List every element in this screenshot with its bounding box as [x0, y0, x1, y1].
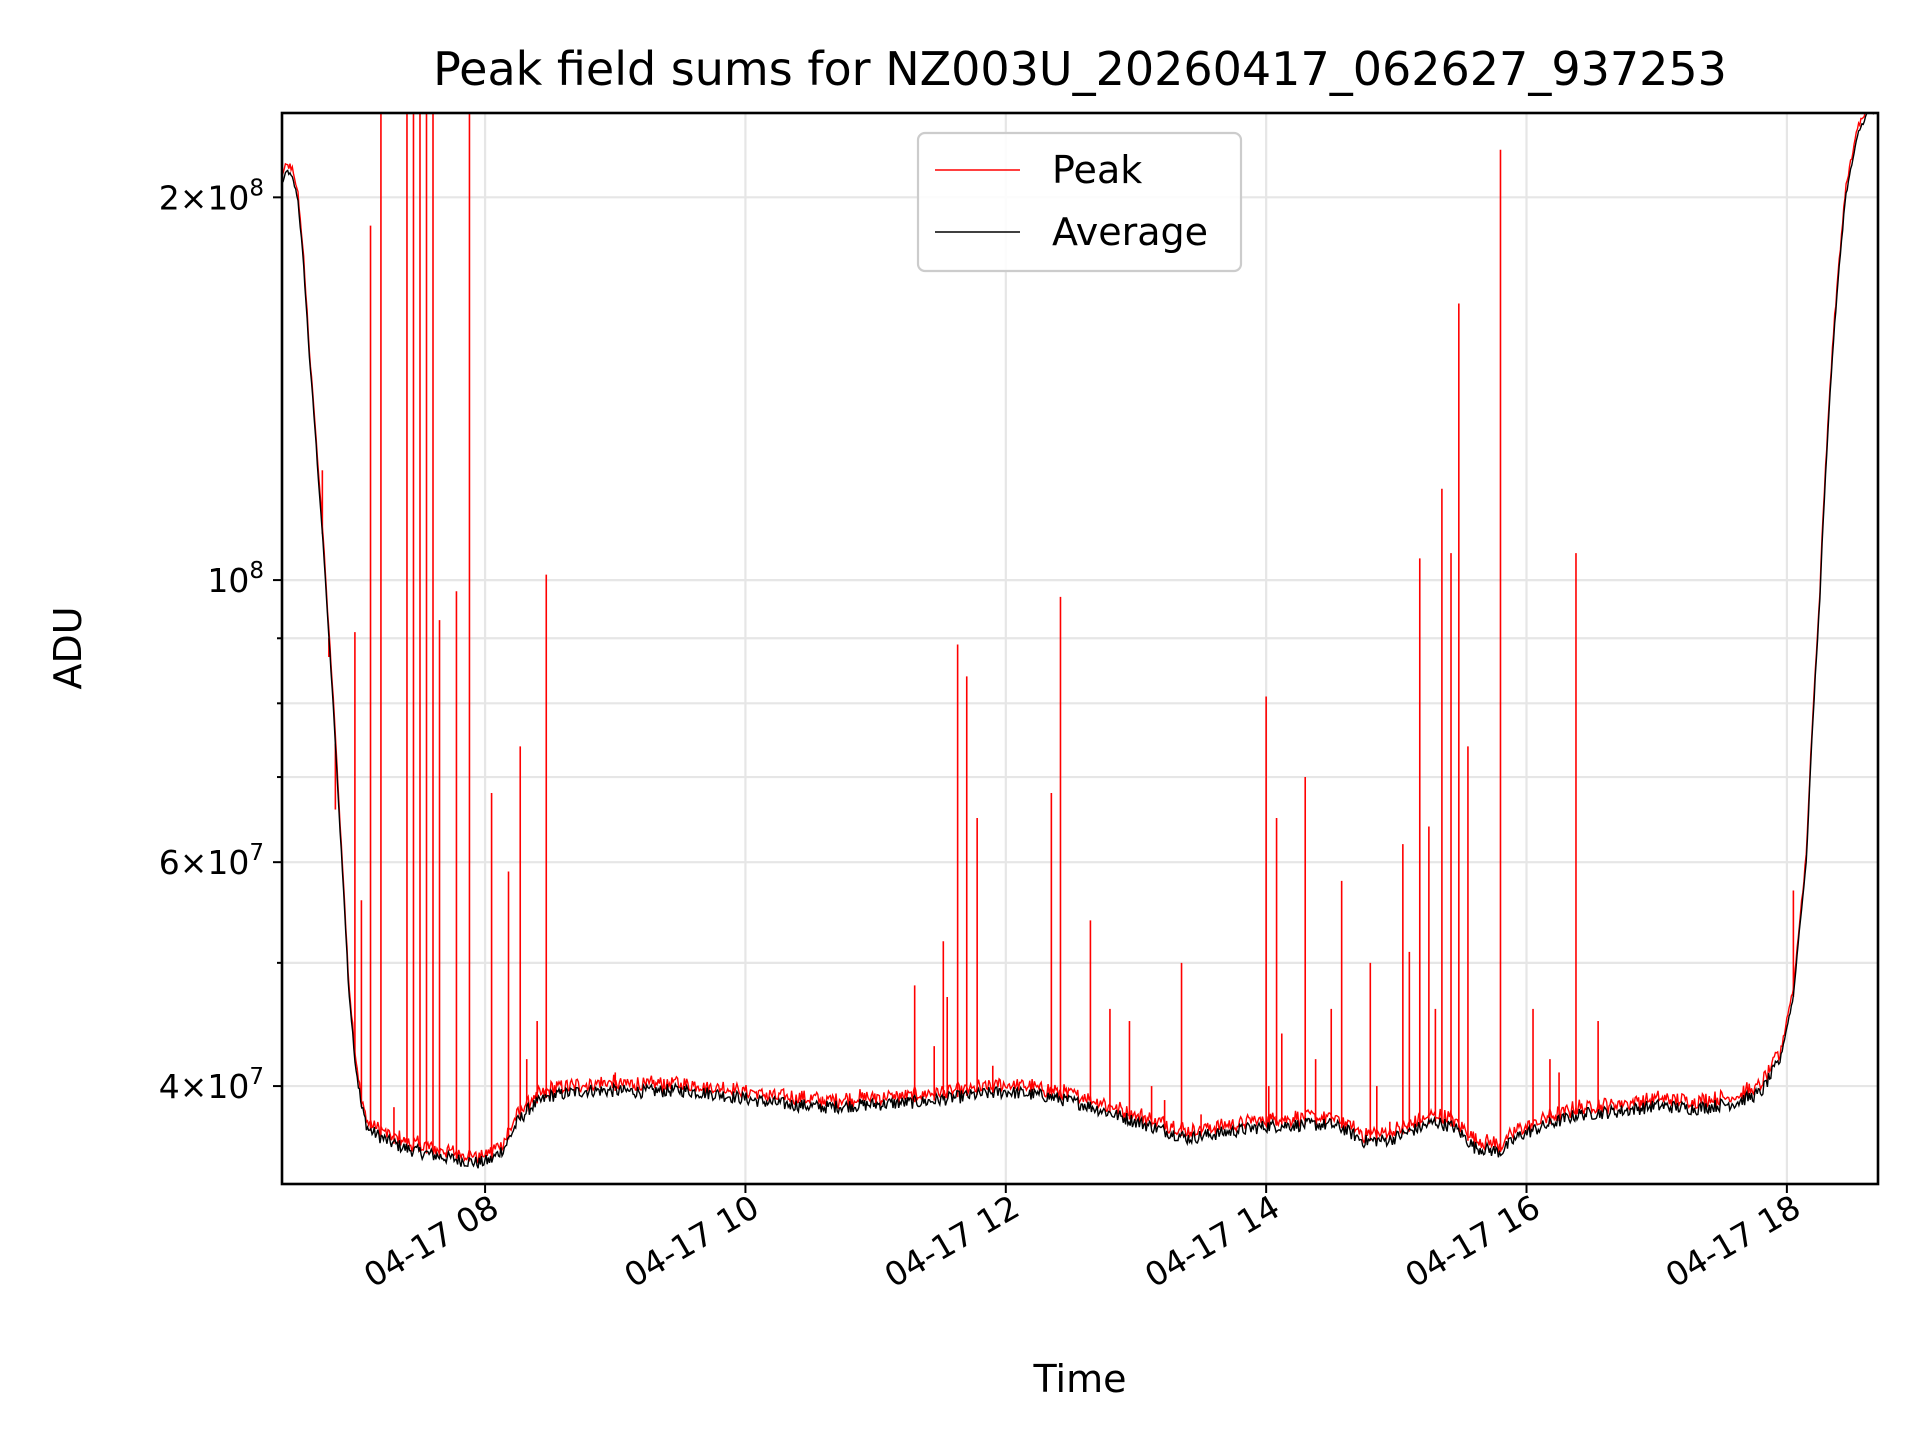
- y-tick-exponent: 7: [249, 1064, 264, 1090]
- y-tick-base: 10: [207, 843, 249, 882]
- plot-frame: [280, 111, 1880, 1186]
- legend-peak-label: Peak: [1052, 148, 1142, 192]
- y-tick-base: 10: [207, 178, 249, 217]
- x-axis-label: Time: [1033, 1357, 1127, 1401]
- y-tick-label: 6×107: [159, 840, 264, 882]
- y-tick-times: ×: [180, 178, 208, 217]
- peak-series-layer: [282, 113, 1866, 1164]
- y-tick-mantissa: 6: [159, 843, 180, 882]
- y-tick-base: 10: [207, 561, 249, 600]
- y-axis-label: ADU: [46, 606, 90, 689]
- average-series-line: [282, 113, 1875, 1169]
- y-tick-label: 2×108: [159, 175, 264, 217]
- y-tick-exponent: 7: [249, 840, 264, 866]
- y-tick-times: ×: [180, 1067, 208, 1106]
- y-tick-exponent: 8: [249, 175, 264, 201]
- y-tick-base: 10: [207, 1067, 249, 1106]
- legend-box: [916, 131, 1243, 273]
- y-tick-label: 108: [207, 558, 264, 600]
- y-tick-mantissa: 4: [159, 1067, 180, 1106]
- average-series-layer: [282, 113, 1875, 1169]
- chart-title: Peak field sums for NZ003U_20260417_0626…: [433, 42, 1727, 96]
- y-tick-times: ×: [180, 843, 208, 882]
- y-tick-mantissa: 2: [159, 178, 180, 217]
- peak-series-line: [282, 113, 1866, 1164]
- y-tick-label: 4×107: [159, 1064, 264, 1106]
- legend-average-label: Average: [1052, 210, 1208, 254]
- y-tick-exponent: 8: [249, 558, 264, 584]
- legend: Peak Average: [916, 131, 1243, 273]
